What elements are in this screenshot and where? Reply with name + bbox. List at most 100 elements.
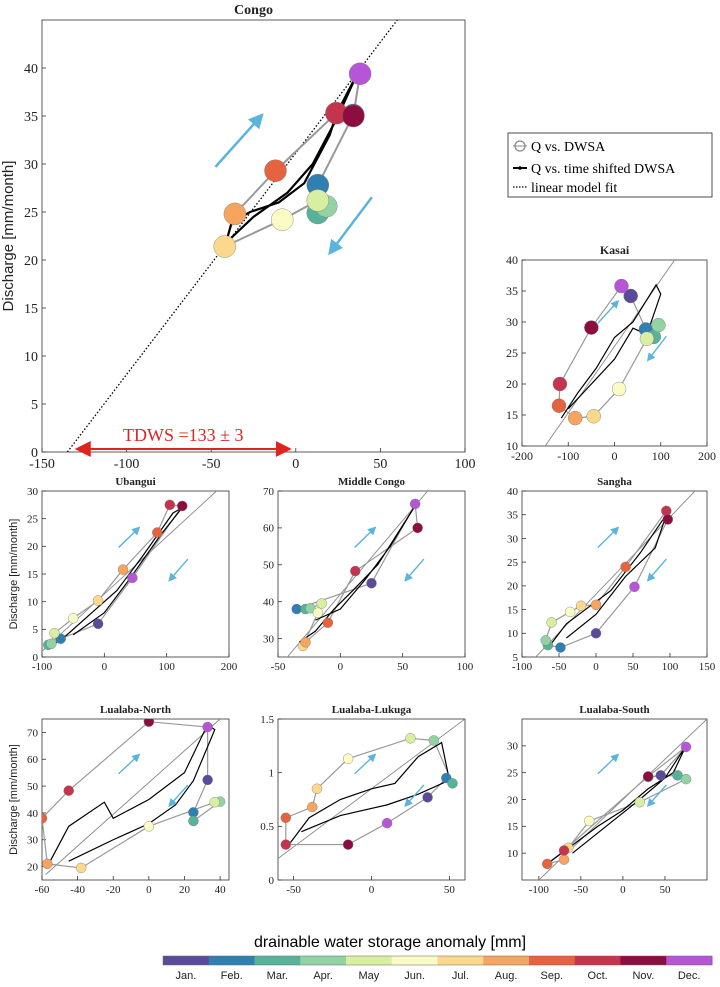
month-marker: [350, 565, 361, 577]
x-tick-label: -100: [114, 457, 140, 472]
panel-sangha: -100 -50 0 50 100 150 5 10 15 20 25 30 35 40 Sangha: [507, 476, 716, 673]
panel-lualaba-south: -100 -50 0 50 10 15 20 25 30 Lualaba-South: [507, 704, 708, 896]
legend-entry-q-dwsa: Q vs. DWSA: [531, 140, 606, 155]
y-tick-label: 25: [27, 514, 39, 526]
month-marker: [306, 189, 329, 212]
month-marker: [143, 719, 155, 727]
y-tick-label: 20: [24, 254, 38, 269]
arrow-rising: [354, 526, 377, 548]
month-marker: [639, 331, 655, 346]
month-marker: [143, 821, 155, 832]
month-marker: [555, 642, 566, 653]
y-tick-label: 30: [263, 633, 275, 645]
colorbar-month-label: Jan.: [175, 970, 196, 982]
x-tick-label: -50: [202, 457, 221, 472]
y-tick-label: 0: [31, 446, 38, 461]
legend-box: [507, 132, 713, 198]
y-tick-label: 5: [513, 652, 519, 664]
month-marker: [49, 628, 60, 639]
x-tick-label: 50: [373, 457, 387, 472]
y-tick-label: 40: [24, 62, 38, 77]
y-tick-label: 10: [506, 439, 518, 453]
month-marker: [576, 600, 587, 611]
x-tick-label: -50: [286, 884, 301, 896]
month-marker: [366, 578, 377, 589]
y-tick-label: 30: [27, 486, 39, 498]
x-tick-label: 20: [179, 884, 191, 896]
arrow-falling: [328, 196, 373, 256]
month-marker: [552, 376, 568, 392]
panel-lualaba-lukuga: -50 0 50 0 0.5 1 1.5 Lualaba-Lukuga: [260, 704, 466, 896]
y-tick-label: 5: [31, 398, 38, 413]
y-tick-label: 35: [24, 110, 38, 125]
x-tick-label: 40: [215, 884, 227, 896]
month-marker: [412, 522, 423, 534]
y-tick-label: 20: [506, 377, 518, 391]
month-marker: [264, 159, 287, 182]
arrow-rising: [597, 526, 620, 548]
x-tick-label: 0: [146, 884, 152, 896]
month-marker: [584, 815, 595, 827]
colorbar-month-label: Oct.: [588, 970, 608, 982]
panel-congo: -150 -100 -50 0 50 100 0 5 10 15 20 25 30 35 40 Congo Di…: [0, 3, 476, 472]
y-tick-label: 30: [507, 533, 519, 545]
month-marker: [311, 783, 323, 794]
y-tick-label: 25: [24, 206, 38, 221]
colorbar-segment: [620, 956, 667, 965]
colorbar-month-label: Jun.: [404, 970, 425, 982]
month-marker: [342, 839, 354, 850]
shifted-path: [288, 741, 451, 845]
month-marker: [280, 812, 291, 823]
panel-title: Ubangui: [115, 476, 155, 488]
plot-area: [286, 491, 429, 657]
x-tick-label: 100: [662, 661, 679, 673]
y-tick-label: 15: [507, 821, 519, 833]
colorbar-month-label: Feb.: [221, 970, 243, 982]
month-marker: [202, 721, 213, 733]
x-tick-label: -100: [512, 661, 533, 673]
x-tick-label: -100: [557, 449, 579, 463]
arrow-rising: [597, 753, 620, 775]
month-marker: [348, 62, 372, 85]
x-tick-label: 100: [457, 661, 474, 673]
axes-box: [277, 490, 466, 658]
month-marker: [202, 774, 213, 786]
month-marker: [291, 603, 302, 615]
fit-line: [544, 260, 675, 446]
y-tick-label: 25: [506, 346, 518, 360]
x-tick-label: 100: [455, 457, 476, 472]
legend-entry-fit: linear model fit: [531, 181, 617, 196]
month-marker: [551, 398, 567, 413]
y-axis-label: Discharge [mm/month]: [8, 744, 20, 855]
colorbar-segment: [666, 956, 713, 965]
month-marker: [271, 208, 294, 231]
y-tick-label: 1.5: [260, 714, 274, 726]
month-marker: [584, 320, 599, 335]
y-tick-label: 20: [27, 861, 39, 873]
plot-area: [42, 719, 226, 875]
plot-area: [538, 719, 707, 880]
panel-title: Sangha: [597, 476, 632, 488]
colorbar-month-label: Mar.: [267, 970, 288, 982]
x-tick-label: -100: [529, 884, 550, 896]
x-tick-label: 50: [659, 884, 671, 896]
y-tick-label: 40: [263, 597, 275, 609]
month-marker: [567, 410, 583, 426]
tdws-annotation: TDWS =133 ± 3: [123, 425, 244, 445]
arrow-falling: [404, 784, 425, 807]
x-tick-label: 50: [397, 661, 409, 673]
colorbar-month-label: May: [358, 970, 379, 982]
arrow-rising: [118, 526, 141, 548]
month-marker: [152, 527, 163, 538]
y-tick-label: 40: [506, 253, 518, 267]
y-tick-label: 40: [507, 486, 519, 498]
plot-area: [278, 719, 465, 859]
y-tick-label: 25: [507, 557, 519, 569]
month-marker: [629, 581, 640, 593]
x-tick-label: 0: [292, 457, 299, 472]
x-tick-label: 100: [158, 661, 175, 673]
month-marker: [342, 104, 365, 128]
month-marker: [564, 606, 576, 618]
x-tick-label: 0: [102, 661, 108, 673]
